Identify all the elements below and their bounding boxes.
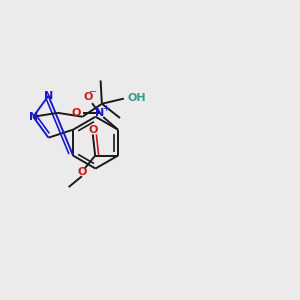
Text: N: N xyxy=(95,109,104,118)
Text: N: N xyxy=(28,112,38,122)
Text: +: + xyxy=(102,104,110,113)
Text: N: N xyxy=(44,91,53,101)
Text: −: − xyxy=(89,87,97,97)
Text: OH: OH xyxy=(128,93,146,103)
Text: O: O xyxy=(71,109,81,118)
Text: O: O xyxy=(77,167,87,177)
Text: O: O xyxy=(83,92,93,102)
Text: O: O xyxy=(88,125,98,135)
